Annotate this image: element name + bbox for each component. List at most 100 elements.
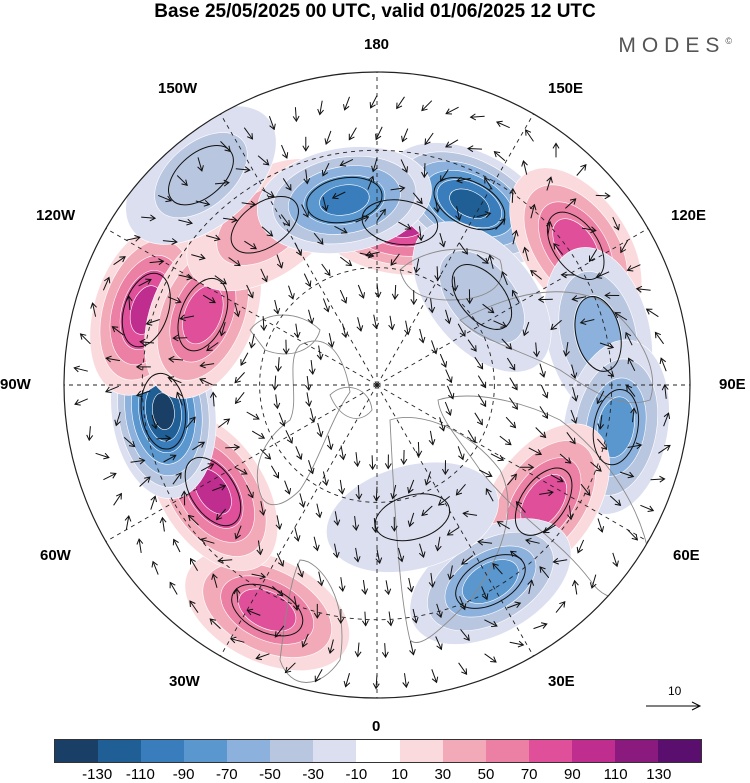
- wind-vector: [553, 243, 564, 255]
- wind-vector-head: [169, 581, 176, 589]
- colorbar-swatch: [614, 740, 658, 762]
- wind-vector-head: [584, 489, 591, 496]
- wind-vector: [370, 95, 378, 109]
- streamline-loop: [184, 456, 242, 527]
- wind-vector-head: [324, 138, 331, 146]
- wind-vector-head: [440, 361, 448, 368]
- wind-vector: [505, 416, 516, 428]
- wind-vector: [408, 577, 413, 592]
- wind-vector: [479, 469, 493, 477]
- streamline-loop: [230, 195, 299, 254]
- wind-vector: [327, 435, 332, 450]
- wind-vector: [495, 218, 506, 230]
- wind-vector: [467, 430, 476, 443]
- wind-vector: [176, 175, 188, 186]
- wind-vector-head: [314, 675, 321, 683]
- wind-vector: [511, 188, 514, 203]
- wind-vector: [246, 411, 260, 420]
- graticule: [64, 72, 690, 698]
- wind-vector-head: [348, 133, 355, 141]
- lon-label-150w: 150W: [158, 80, 198, 97]
- wind-vector-head: [487, 307, 495, 314]
- wind-vector-head: [542, 391, 549, 399]
- wind-vector-head: [564, 457, 572, 464]
- wind-vector: [272, 586, 284, 597]
- colorbar-swatch: [313, 740, 357, 762]
- wind-vector: [528, 580, 533, 595]
- wind-vector: [282, 178, 292, 191]
- wind-vector-head: [190, 557, 196, 565]
- wind-vector: [340, 158, 354, 166]
- wind-vector-head: [547, 489, 554, 497]
- colorbar-swatch: [399, 740, 443, 762]
- wind-vector-head: [197, 165, 204, 172]
- wind-vector-head: [252, 413, 260, 420]
- colorbar-swatch: [55, 740, 99, 762]
- wind-vector-head: [398, 185, 406, 192]
- wind-vector-head: [469, 113, 477, 121]
- wind-vector: [168, 377, 182, 384]
- wind-vector-head: [509, 187, 517, 195]
- wind-vector-head: [459, 603, 467, 611]
- wind-vector: [150, 496, 156, 510]
- wind-vector-head: [462, 510, 469, 518]
- wind-vector: [125, 515, 130, 530]
- wind-vector-head: [539, 371, 546, 378]
- wind-vector: [597, 438, 608, 450]
- wind-vector: [449, 565, 453, 580]
- wind-vector-head: [104, 276, 111, 284]
- streamline-loop: [140, 372, 187, 450]
- wind-vector: [228, 257, 241, 267]
- wind-vector-head: [434, 545, 442, 552]
- wind-vector-head: [255, 653, 262, 661]
- wind-vector-head: [186, 273, 194, 281]
- wind-vector-head: [369, 463, 376, 471]
- wind-vector: [509, 377, 518, 390]
- wind-vector: [627, 264, 641, 271]
- wind-vector-head: [209, 297, 216, 304]
- wind-vector-head: [630, 407, 637, 414]
- brand-mark: ©: [725, 36, 732, 46]
- wind-vector-head: [355, 493, 363, 500]
- wind-vector-head: [233, 587, 241, 595]
- wind-vector: [318, 345, 322, 360]
- wind-vector-head: [207, 463, 215, 470]
- wind-vector-head: [234, 376, 241, 384]
- wind-vector-head: [168, 355, 175, 363]
- wind-vector: [260, 501, 264, 515]
- wind-vector: [550, 474, 564, 483]
- wind-vector: [80, 333, 91, 345]
- wind-vector-head: [545, 220, 553, 228]
- wind-vector-head: [409, 649, 416, 656]
- wind-vector-head: [461, 248, 468, 255]
- wind-vector-head: [313, 544, 320, 552]
- wind-vector: [319, 100, 323, 115]
- wind-vector: [178, 219, 193, 224]
- wind-vector-head: [480, 381, 487, 389]
- wind-vector-head: [441, 468, 449, 476]
- wind-vector: [439, 353, 447, 368]
- wind-vector-head: [571, 417, 578, 425]
- wind-vector-head: [361, 620, 369, 627]
- wind-vector-head: [401, 166, 408, 173]
- wind-vector: [308, 309, 313, 324]
- wind-vector-head: [374, 291, 382, 299]
- wind-vector: [251, 430, 265, 439]
- wind-vector-head: [175, 472, 182, 479]
- latitude-circle: [259, 267, 495, 503]
- colorbar-swatch: [528, 740, 572, 762]
- wind-vector-head: [365, 250, 372, 258]
- wind-vector-head: [279, 420, 286, 427]
- colorbar-tick-label: -110: [125, 766, 155, 783]
- wind-vector-head: [203, 199, 211, 207]
- wind-vector-head: [219, 484, 227, 491]
- wind-vector: [192, 441, 205, 451]
- wind-vector-head: [317, 579, 325, 587]
- wind-vector-head: [626, 265, 634, 272]
- colorbar-swatch: [270, 740, 314, 762]
- wind-vector: [313, 232, 324, 245]
- wind-vector: [470, 115, 485, 118]
- wind-vector-head: [496, 120, 503, 127]
- wind-vector-head: [295, 249, 302, 257]
- wind-vector-head: [522, 329, 530, 337]
